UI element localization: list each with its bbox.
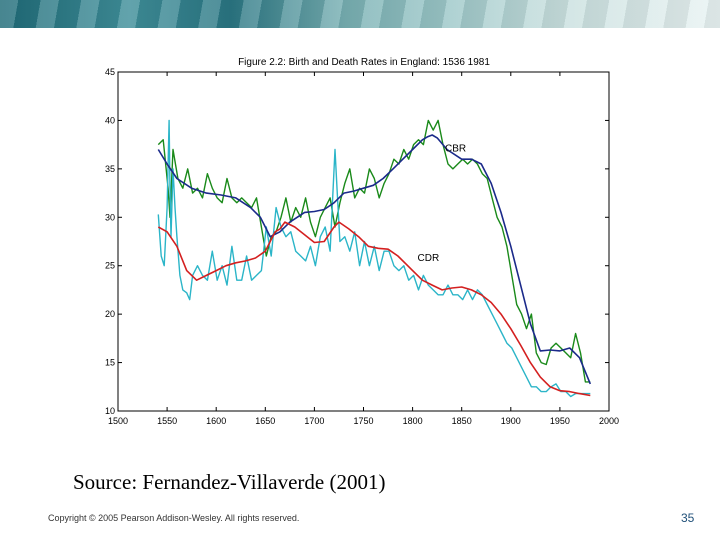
annotation-cdr: CDR bbox=[418, 253, 440, 264]
y-tick-label: 25 bbox=[105, 261, 115, 271]
y-tick-label: 35 bbox=[105, 164, 115, 174]
x-tick-label: 1750 bbox=[353, 416, 373, 426]
y-tick-label: 20 bbox=[105, 309, 115, 319]
cbr-raw-line bbox=[157, 119, 591, 383]
cdr-trend-line bbox=[157, 221, 591, 397]
annotations: CBR CDR bbox=[418, 143, 467, 263]
y-tick-label: 30 bbox=[105, 212, 115, 222]
x-tick-label: 1600 bbox=[206, 416, 226, 426]
y-tick-label: 10 bbox=[105, 406, 115, 416]
x-tick-label: 1650 bbox=[255, 416, 275, 426]
series-lines bbox=[157, 119, 592, 398]
x-tick-label: 1550 bbox=[157, 416, 177, 426]
x-tick-label: 1950 bbox=[550, 416, 570, 426]
y-tick-label: 45 bbox=[105, 67, 115, 77]
copyright-notice: Copyright © 2005 Pearson Addison-Wesley.… bbox=[48, 513, 300, 523]
chart: Figure 2.2: Birth and Death Rates in Eng… bbox=[105, 57, 619, 426]
y-tick-label: 40 bbox=[105, 115, 115, 125]
source-caption: Source: Fernandez-Villaverde (2001) bbox=[73, 470, 386, 494]
page-number: 35 bbox=[681, 511, 695, 525]
cdr-raw-line bbox=[157, 119, 591, 398]
axis-ticks: 1500 1550 1600 1650 1700 1750 1800 1850 1900 1950… bbox=[105, 67, 619, 426]
annotation-cbr: CBR bbox=[445, 143, 466, 154]
cbr-trend-line bbox=[157, 134, 592, 385]
x-tick-label: 2000 bbox=[599, 416, 619, 426]
header-banner bbox=[0, 0, 720, 28]
x-tick-label: 1850 bbox=[452, 416, 472, 426]
chart-title: Figure 2.2: Birth and Death Rates in Eng… bbox=[238, 57, 490, 68]
x-tick-label: 1900 bbox=[501, 416, 521, 426]
y-tick-label: 15 bbox=[105, 358, 115, 368]
x-tick-label: 1500 bbox=[108, 416, 128, 426]
x-tick-label: 1800 bbox=[403, 416, 423, 426]
x-tick-label: 1700 bbox=[304, 416, 324, 426]
